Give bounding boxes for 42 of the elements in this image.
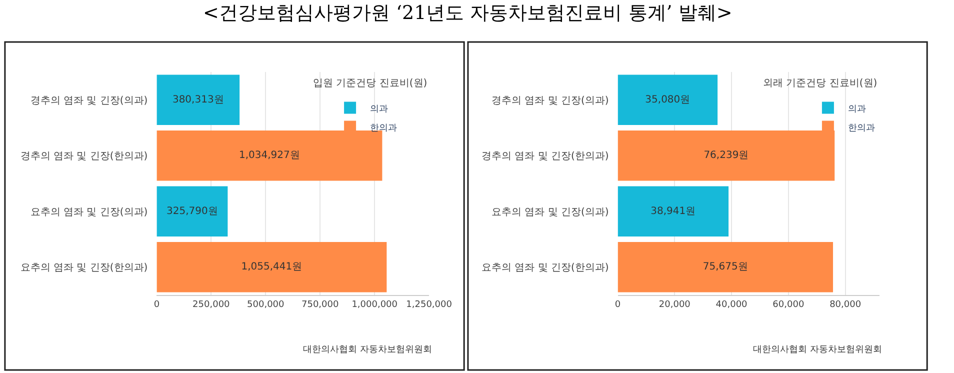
x-tick-label: 1,000,000 [352,300,398,310]
y-tick-label: 요추의 염좌 및 긴장(의과) [491,206,609,218]
text: 대한의사협회 자동차보험위원회 [303,345,432,355]
bar [618,74,718,125]
y-tick-label: 경추의 염좌 및 긴장(한의과) [481,151,609,162]
x-tick-label: 0 [614,300,621,310]
text: <건강보험심사평가원 ‘21년도 자동차보험진료비 통계’ 발췌> [203,2,732,24]
x-tick-label: 250,000 [192,300,230,310]
text: 대한의사협회 자동차보험위원회 [753,345,882,355]
data-label: 380,313원 [172,94,224,106]
bar [156,242,387,292]
y-tick-label: 경추의 염좌 및 긴장(의과) [491,95,609,106]
data-label: 35,080원 [645,94,690,106]
bar [618,186,729,236]
data-label: 1,055,441원 [241,262,302,273]
data-label: 75,675원 [702,262,748,273]
x-tick-label: 20,000 [658,300,691,310]
data-label: 325,790원 [166,206,218,217]
data-label: 76,239원 [704,150,749,162]
x-tick-label: 500,000 [247,300,285,310]
y-tick-label: 요추의 염좌 및 긴장(의과) [30,206,148,218]
x-tick-label: 60,000 [772,300,804,310]
x-tick-label: 80,000 [830,300,862,310]
x-tick-label: 750,000 [302,300,339,310]
bar [156,74,240,125]
y-tick-label: 경추의 염좌 및 긴장(한의과) [20,151,148,162]
data-label: 38,941원 [650,206,696,217]
legend-label: 의과 [370,104,388,114]
x-tick-label: 0 [154,300,160,310]
legend-label: 한의과 [370,123,398,134]
text: 외래 기준건당 진료비(원) [763,78,878,89]
data-label: 1,034,927원 [238,150,300,162]
bar [618,242,834,292]
legend-label: 한의과 [848,123,875,134]
x-tick-label: 40,000 [716,300,748,310]
y-tick-label: 경추의 염좌 및 긴장(의과) [30,95,148,106]
x-tick-label: 1,250,000 [406,300,452,310]
y-tick-label: 요추의 염좌 및 긴장(한의과) [481,262,609,274]
y-tick-label: 요추의 염좌 및 긴장(한의과) [20,262,148,274]
legend-label: 의과 [848,104,866,114]
text: 입원 기준건당 진료비(원) [313,78,428,89]
bar [156,186,228,236]
